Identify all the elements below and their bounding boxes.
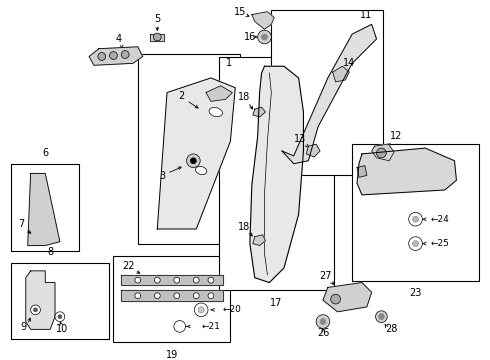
- Text: 5: 5: [154, 14, 160, 24]
- Polygon shape: [150, 34, 164, 41]
- Circle shape: [320, 319, 326, 324]
- Bar: [271, 10, 383, 175]
- Polygon shape: [306, 144, 320, 157]
- Polygon shape: [121, 275, 222, 285]
- Circle shape: [121, 51, 129, 58]
- Text: 18: 18: [238, 222, 250, 232]
- Text: 22: 22: [122, 261, 134, 271]
- Polygon shape: [121, 291, 222, 301]
- Text: 13: 13: [294, 134, 307, 144]
- Polygon shape: [26, 271, 55, 329]
- Polygon shape: [89, 47, 143, 65]
- Ellipse shape: [209, 108, 222, 117]
- Text: 23: 23: [409, 288, 422, 298]
- Polygon shape: [333, 66, 349, 82]
- Circle shape: [413, 216, 418, 222]
- Circle shape: [31, 305, 40, 315]
- Circle shape: [154, 277, 160, 283]
- Circle shape: [262, 34, 268, 40]
- Circle shape: [194, 277, 199, 283]
- Text: 28: 28: [385, 324, 397, 334]
- Circle shape: [135, 293, 141, 299]
- Polygon shape: [206, 86, 232, 101]
- Circle shape: [55, 312, 65, 321]
- Text: 17: 17: [270, 298, 282, 308]
- Text: 3: 3: [159, 171, 165, 181]
- Polygon shape: [282, 24, 376, 164]
- Circle shape: [58, 315, 62, 319]
- Bar: [352, 144, 479, 280]
- Ellipse shape: [196, 166, 207, 175]
- Polygon shape: [157, 78, 235, 229]
- Text: 11: 11: [360, 10, 372, 19]
- Circle shape: [316, 315, 330, 328]
- Text: 1: 1: [226, 58, 232, 68]
- Circle shape: [375, 311, 387, 323]
- Circle shape: [198, 307, 204, 313]
- Bar: [11, 164, 79, 251]
- Circle shape: [331, 294, 341, 304]
- Circle shape: [174, 320, 186, 332]
- Text: 8: 8: [47, 247, 53, 257]
- Circle shape: [195, 303, 208, 317]
- Circle shape: [258, 30, 271, 44]
- Circle shape: [154, 293, 160, 299]
- Text: 18: 18: [238, 93, 250, 103]
- Circle shape: [376, 148, 386, 158]
- Circle shape: [413, 241, 418, 247]
- Text: 14: 14: [343, 58, 355, 68]
- Circle shape: [208, 277, 214, 283]
- Circle shape: [409, 237, 422, 251]
- Circle shape: [194, 293, 199, 299]
- Bar: [114, 256, 230, 342]
- Bar: [138, 54, 240, 244]
- Text: 26: 26: [317, 328, 329, 338]
- Circle shape: [174, 293, 180, 299]
- Circle shape: [33, 308, 37, 312]
- Circle shape: [378, 314, 384, 320]
- Circle shape: [187, 154, 200, 168]
- Circle shape: [153, 33, 161, 41]
- Circle shape: [110, 51, 118, 59]
- Polygon shape: [250, 66, 303, 283]
- Text: ←24: ←24: [430, 215, 449, 224]
- Bar: [219, 57, 334, 291]
- Circle shape: [135, 277, 141, 283]
- Text: 16: 16: [244, 32, 256, 42]
- Text: 4: 4: [115, 34, 122, 44]
- Polygon shape: [253, 235, 266, 246]
- Polygon shape: [252, 12, 274, 29]
- Circle shape: [191, 158, 196, 164]
- Bar: [11, 263, 109, 339]
- Circle shape: [409, 212, 422, 226]
- Circle shape: [208, 293, 214, 299]
- Circle shape: [98, 53, 106, 60]
- Text: 19: 19: [166, 350, 178, 360]
- Text: 10: 10: [56, 324, 68, 334]
- Polygon shape: [253, 107, 266, 117]
- Text: 2: 2: [178, 91, 185, 102]
- Polygon shape: [357, 166, 367, 177]
- Text: 9: 9: [21, 323, 27, 332]
- Text: ←21: ←21: [201, 322, 220, 331]
- Text: ←25: ←25: [430, 239, 449, 248]
- Text: 7: 7: [18, 219, 24, 229]
- Polygon shape: [28, 174, 60, 246]
- Polygon shape: [323, 283, 372, 312]
- Text: 27: 27: [319, 271, 332, 281]
- Text: 15: 15: [234, 7, 246, 17]
- Polygon shape: [357, 148, 457, 195]
- Text: ←20: ←20: [222, 305, 242, 314]
- Circle shape: [174, 277, 180, 283]
- Text: 6: 6: [42, 148, 49, 158]
- Polygon shape: [372, 144, 394, 161]
- Text: 12: 12: [390, 131, 402, 141]
